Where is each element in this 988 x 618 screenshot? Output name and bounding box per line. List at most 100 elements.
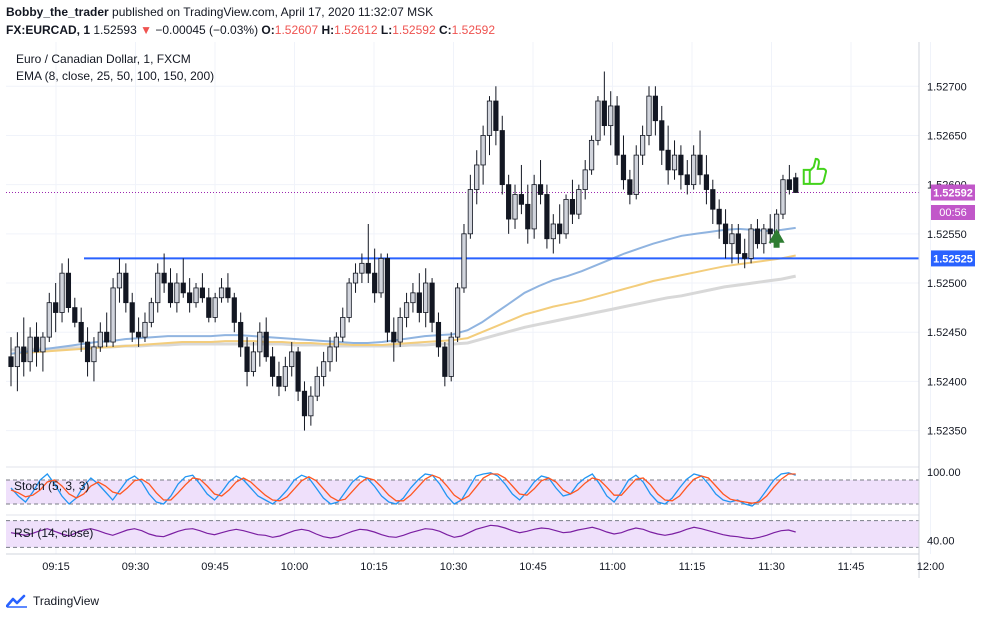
candle	[46, 292, 52, 343]
candle	[793, 172, 799, 193]
candle	[467, 174, 473, 239]
ema-legend[interactable]: EMA (8, close, 25, 50, 100, 150, 200)	[16, 69, 214, 83]
price-change: −0.00045 (−0.03%)	[155, 23, 259, 37]
candle	[767, 214, 773, 244]
candle-body	[110, 287, 116, 343]
thumbs-up-icon[interactable]	[802, 157, 827, 185]
last-price: 1.52593	[93, 23, 137, 37]
candle-body	[454, 287, 461, 338]
price-tick-label: 1.52550	[927, 229, 967, 241]
candle-body	[671, 154, 678, 171]
candle-body	[72, 307, 78, 323]
price-axis[interactable]: 1.527001.526501.526001.525501.525001.524…	[918, 42, 975, 578]
tradingview-brand[interactable]: TradingView	[33, 594, 100, 608]
candle-body	[269, 356, 276, 377]
candle-body	[563, 198, 569, 235]
candle	[448, 332, 454, 382]
candle-body	[767, 228, 773, 235]
candle	[761, 223, 767, 254]
candle	[461, 223, 467, 293]
tradingview-logo-icon[interactable]	[6, 594, 28, 608]
candle-body	[544, 194, 550, 240]
time-axis[interactable]: 09:15 09:30 09:45 10:00 10:15 10:30 10:45 11:00…	[6, 553, 944, 573]
candle-body	[321, 361, 327, 377]
candle	[601, 71, 607, 136]
candle-body	[691, 154, 697, 186]
stoch-pane[interactable]: Stoch (5, 3, 3)	[6, 466, 919, 507]
candle-body	[620, 154, 627, 181]
candle-body	[735, 233, 741, 254]
candle-body	[84, 341, 91, 363]
candle-body	[199, 287, 205, 299]
candle-body	[416, 292, 422, 313]
candle	[123, 263, 129, 313]
candle-body	[218, 287, 225, 299]
candle-body	[225, 287, 231, 299]
rsi-pane[interactable]: RSI (14, close)	[6, 514, 919, 548]
price-chart[interactable]: Euro / Canadian Dollar, 1, FXCM EMA (8, …	[6, 42, 984, 578]
candle	[276, 361, 282, 397]
ema-line-yellow	[10, 254, 796, 355]
candle	[665, 125, 671, 185]
candle	[671, 140, 678, 180]
candle-body	[518, 194, 525, 205]
candle	[525, 184, 531, 244]
level-price-badge	[931, 250, 975, 267]
symbol-label: FX:EURCAD, 1	[6, 23, 91, 37]
price-tick-label: 1.52700	[927, 81, 967, 93]
candle-body	[576, 189, 582, 215]
candle	[748, 223, 754, 264]
candle	[391, 317, 397, 362]
candle-body	[678, 154, 684, 176]
price-pane[interactable]: Euro / Canadian Dollar, 1, FXCM EMA (8, …	[6, 42, 931, 554]
rsi-band	[6, 520, 919, 548]
candle	[729, 223, 735, 264]
candle	[116, 258, 123, 303]
up-arrow-icon[interactable]	[768, 228, 785, 248]
candle	[53, 283, 59, 333]
candle-body	[378, 258, 384, 294]
author-name[interactable]: Bobby_the_trader	[6, 5, 109, 19]
candle	[199, 273, 205, 303]
stoch-axis-ticks: 100.00	[927, 467, 961, 479]
rsi-legend[interactable]: RSI (14, close)	[14, 526, 93, 540]
price-tick-label: 1.52400	[927, 376, 967, 388]
candle	[321, 351, 327, 387]
candle	[8, 337, 14, 387]
stoch-k-line	[10, 472, 796, 507]
candle	[225, 273, 231, 303]
candle-body	[665, 149, 671, 171]
chart-frame[interactable]: Euro / Canadian Dollar, 1, FXCM EMA (8, …	[6, 42, 984, 578]
candle-body	[33, 336, 40, 353]
candle-body	[588, 139, 595, 171]
candle	[640, 125, 646, 165]
price-badges: 1.52592 00:56 1.52525	[931, 184, 975, 267]
candle	[174, 273, 180, 313]
candle	[531, 174, 537, 239]
candles	[8, 71, 799, 431]
stoch-d-line	[10, 473, 796, 504]
thumbs-up-outline	[802, 157, 827, 185]
candle	[512, 184, 518, 229]
candle	[40, 332, 46, 372]
candle-body	[301, 390, 308, 417]
candle	[703, 155, 710, 205]
stoch-legend[interactable]: Stoch (5, 3, 3)	[14, 479, 89, 493]
candle-body	[14, 346, 20, 368]
candle-body	[793, 177, 799, 193]
candle-body	[78, 321, 84, 343]
candle-body	[59, 272, 65, 313]
candle	[754, 219, 761, 249]
candle-body	[167, 282, 174, 304]
candle-body	[346, 282, 352, 318]
candle	[454, 283, 461, 343]
candle	[416, 273, 422, 323]
candle-body	[276, 376, 282, 387]
candle	[659, 105, 665, 165]
candle	[710, 179, 716, 224]
candle	[576, 184, 582, 220]
candle-body	[410, 292, 416, 304]
candle	[263, 317, 269, 362]
candle	[65, 258, 72, 313]
candle	[212, 292, 218, 323]
